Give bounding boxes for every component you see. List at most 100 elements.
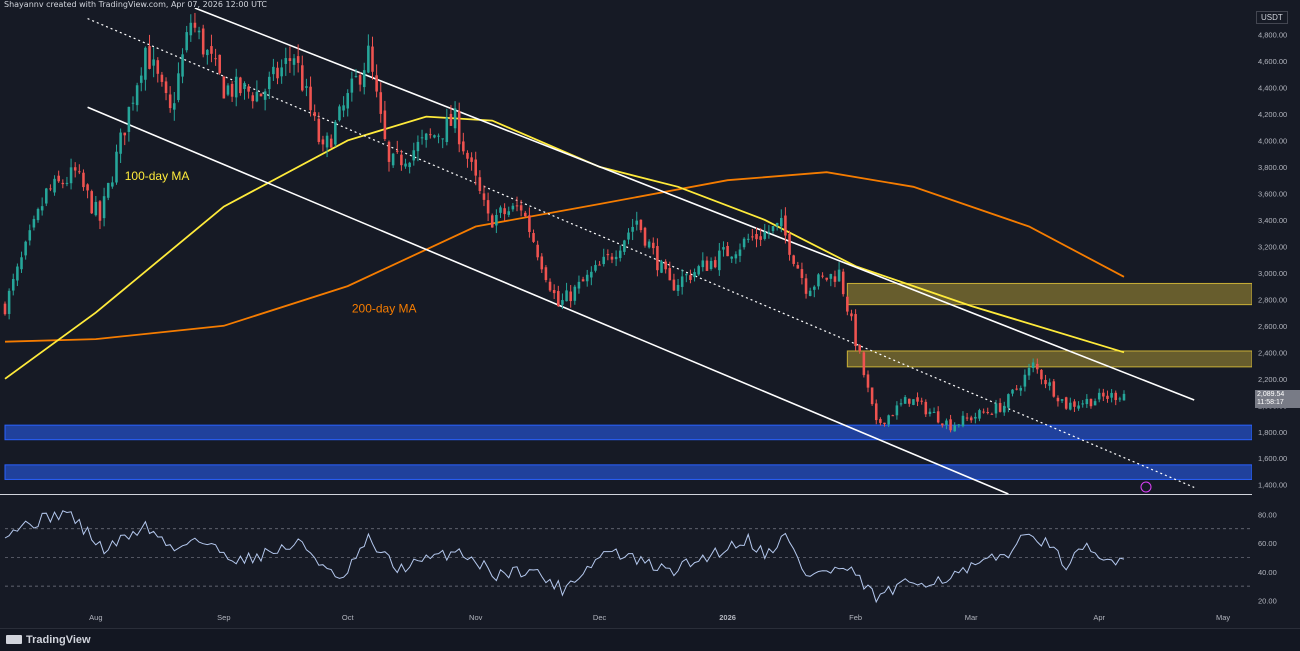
candle-body	[1015, 388, 1018, 390]
candle	[367, 34, 370, 74]
bar-countdown: 11:58:17	[1257, 399, 1284, 406]
tradingview-logo-icon	[6, 635, 22, 644]
candle-body	[354, 76, 358, 78]
candle-body	[272, 66, 275, 75]
candle	[453, 101, 457, 133]
candle	[160, 71, 164, 87]
candle-body	[813, 286, 816, 290]
candle-body	[296, 56, 300, 63]
candle-body	[1048, 382, 1051, 386]
candle	[206, 48, 209, 65]
candle	[713, 256, 717, 269]
candle-body	[259, 93, 263, 97]
candle-body	[775, 222, 779, 226]
candle	[941, 423, 944, 428]
candle	[866, 370, 870, 393]
candle-body	[1002, 405, 1006, 413]
candle	[883, 422, 886, 427]
candle	[1106, 390, 1109, 403]
candle	[499, 205, 502, 218]
candle-body	[478, 177, 482, 191]
candle	[73, 162, 77, 178]
candle-body	[1036, 363, 1039, 370]
candle	[61, 179, 65, 189]
candle-body	[362, 70, 366, 88]
candle-body	[24, 241, 27, 256]
axis-layer: 4,800.00 4,600.00 4,400.00 4,200.00 4,000.00…	[0, 30, 1287, 622]
candle	[548, 278, 552, 292]
candle	[490, 213, 494, 228]
candle	[276, 61, 279, 85]
candle	[1077, 401, 1080, 411]
price-chart[interactable]: 100-day MA 200-day MA 4,800.00 4,600.00 4,4…	[0, 0, 1300, 628]
rsi-tick-label: 40.00	[1258, 568, 1277, 577]
tradingview-logo[interactable]: TradingView	[6, 634, 91, 646]
annotation-layer: 100-day MA 200-day MA	[125, 169, 417, 315]
candle-body	[635, 220, 639, 225]
candle-body	[784, 215, 787, 236]
candle	[697, 264, 700, 276]
candle	[284, 47, 288, 76]
candle-body	[627, 232, 630, 240]
candle	[111, 176, 114, 189]
candle-body	[751, 236, 754, 238]
candle	[177, 62, 180, 103]
candle-body	[1019, 387, 1023, 391]
candle	[185, 25, 188, 53]
candle	[788, 230, 791, 261]
candle	[1011, 389, 1014, 397]
candle-body	[36, 209, 40, 221]
candle	[709, 257, 713, 271]
candle	[1102, 388, 1105, 402]
candle	[693, 268, 696, 282]
candle	[829, 273, 833, 287]
candle	[775, 222, 779, 231]
candle-body	[189, 22, 193, 36]
candle	[1097, 388, 1101, 403]
candle-body	[796, 265, 800, 269]
candle-body	[891, 415, 895, 417]
candle	[383, 100, 387, 142]
candle-body	[1106, 395, 1109, 399]
candle	[618, 245, 622, 262]
candle-body	[899, 403, 903, 405]
candle-body	[197, 30, 201, 33]
candle-body	[11, 279, 15, 291]
candle-body	[152, 59, 155, 66]
candle	[247, 83, 250, 99]
candle	[7, 288, 11, 320]
candle-body	[267, 76, 271, 90]
candle	[755, 227, 758, 248]
candle	[457, 102, 461, 153]
candle-body	[767, 231, 771, 233]
candle-body	[594, 264, 597, 271]
candle	[705, 256, 709, 272]
candle-body	[383, 110, 387, 140]
candle-body	[127, 106, 131, 132]
last-price-value: 2,089.54	[1257, 391, 1285, 398]
candle	[1110, 389, 1113, 403]
candle	[234, 68, 238, 107]
candle	[581, 276, 585, 282]
currency-label[interactable]: USDT	[1256, 11, 1288, 24]
candle	[986, 407, 990, 415]
candle-body	[453, 108, 457, 129]
alert-icon[interactable]	[1140, 481, 1152, 493]
y-tick-label: 4,000.00	[1258, 136, 1287, 145]
candle-body	[214, 58, 217, 60]
candle-body	[301, 65, 304, 91]
candle-body	[874, 403, 878, 421]
candle-body	[168, 94, 172, 109]
candle	[846, 295, 849, 316]
candle	[672, 273, 676, 292]
candle	[908, 398, 911, 407]
candle	[808, 287, 812, 297]
candle	[32, 215, 36, 231]
candle	[738, 243, 742, 263]
candle-body	[40, 206, 44, 211]
candle-body	[755, 234, 758, 240]
candle-body	[949, 419, 952, 431]
candle	[1085, 394, 1089, 408]
candle-body	[961, 415, 965, 427]
candle-body	[928, 411, 932, 414]
